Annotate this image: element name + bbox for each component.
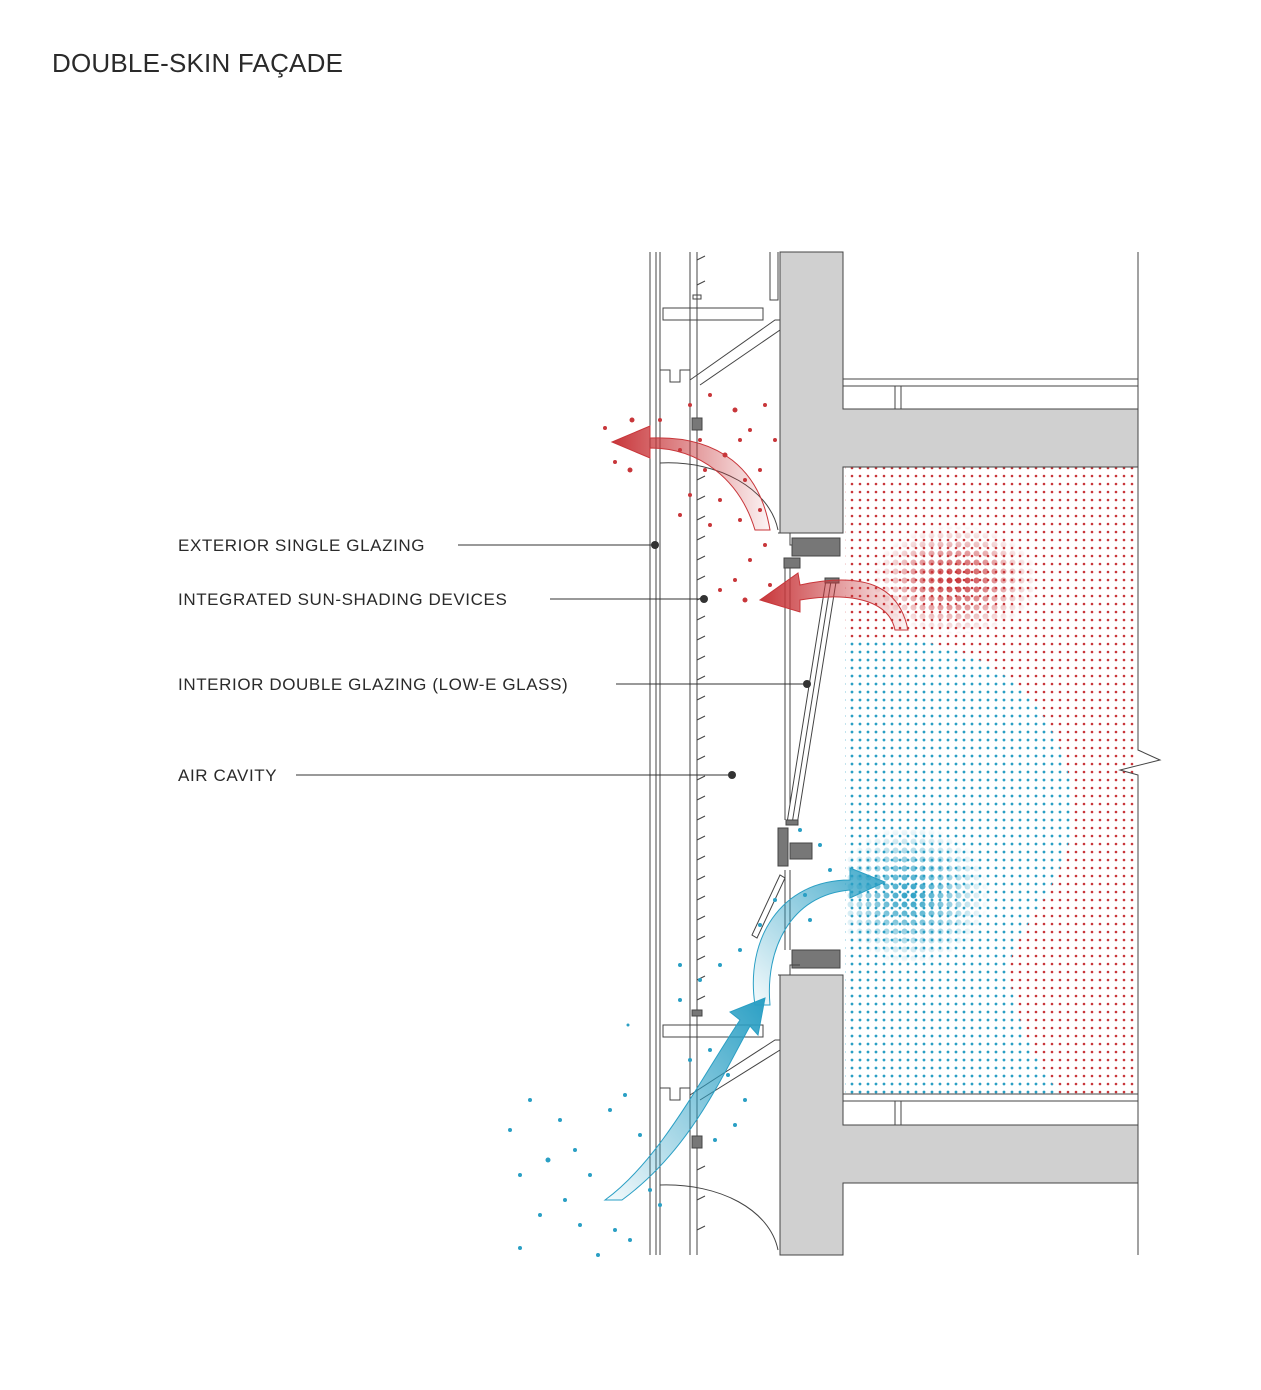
exterior-glazing-lines [649, 252, 661, 1255]
room-air-field [845, 467, 1138, 1094]
leader-lines [296, 544, 807, 776]
warm-air-exhaust-arrows [610, 425, 909, 631]
label-exterior-single-glazing: EXTERIOR SINGLE GLAZING [178, 536, 426, 555]
diagram-title: DOUBLE-SKIN FAÇADE [52, 48, 344, 78]
label-integrated-sun-shading: INTEGRATED SUN-SHADING DEVICES [178, 590, 508, 609]
label-air-cavity: AIR CAVITY [178, 766, 278, 785]
floor-ceiling-lines [843, 252, 1162, 1255]
lower-cavity-bracket [659, 1024, 781, 1251]
upper-cavity-bracket [659, 252, 781, 531]
warm-air-particles [603, 393, 777, 603]
cool-air-intake-arrows [603, 867, 887, 1201]
label-interior-double-glazing: INTERIOR DOUBLE GLAZING (LOW-E GLASS) [178, 675, 569, 694]
leader-dots [651, 541, 811, 779]
interior-double-glazing [751, 532, 841, 976]
cool-air-particles [508, 828, 832, 1257]
